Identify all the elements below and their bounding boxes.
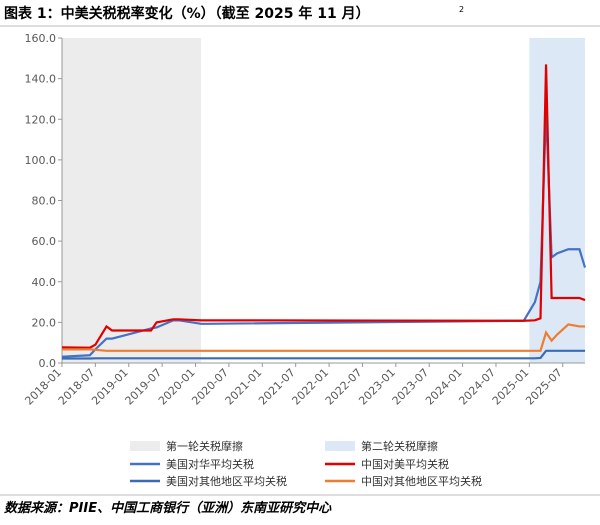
legend-label: 中国对其他地区平均关税 (361, 474, 482, 488)
chart-title: 图表 1：中美关税税率变化（%）（截至 2025 年 11 月） (4, 5, 370, 22)
legend-label: 美国对华平均关税 (166, 457, 254, 471)
series-line (62, 323, 585, 352)
legend-label: 美国对其他地区平均关税 (166, 474, 287, 488)
y-tick-label: 40.0 (32, 276, 57, 289)
source: 数据来源：PIIE、中国工商银行（亚洲）东南亚研究中心 (4, 500, 332, 516)
series-line (61, 109, 587, 358)
x-tick-label: 2025-07 (523, 366, 565, 408)
y-tick-label: 60.0 (32, 235, 57, 248)
shaded-region (529, 38, 585, 363)
series-line (61, 64, 586, 349)
legend-label: 第二轮关税摩擦 (361, 439, 438, 453)
y-tick-label: 0.0 (39, 357, 57, 370)
legend-label: 第一轮关税摩擦 (166, 439, 243, 453)
legend-swatch (325, 441, 355, 451)
y-tick-label: 140.0 (25, 73, 57, 86)
series-line (62, 349, 585, 360)
y-tick-label: 20.0 (32, 316, 57, 329)
legend-label: 中国对美平均关税 (361, 457, 449, 471)
y-tick-label: 120.0 (25, 113, 57, 126)
y-tick-label: 80.0 (32, 195, 57, 208)
shaded-region (62, 38, 202, 363)
title-superscript: 2 (459, 5, 464, 14)
y-tick-label: 160.0 (25, 32, 57, 45)
y-tick-label: 100.0 (25, 154, 57, 167)
legend-swatch (130, 441, 160, 451)
